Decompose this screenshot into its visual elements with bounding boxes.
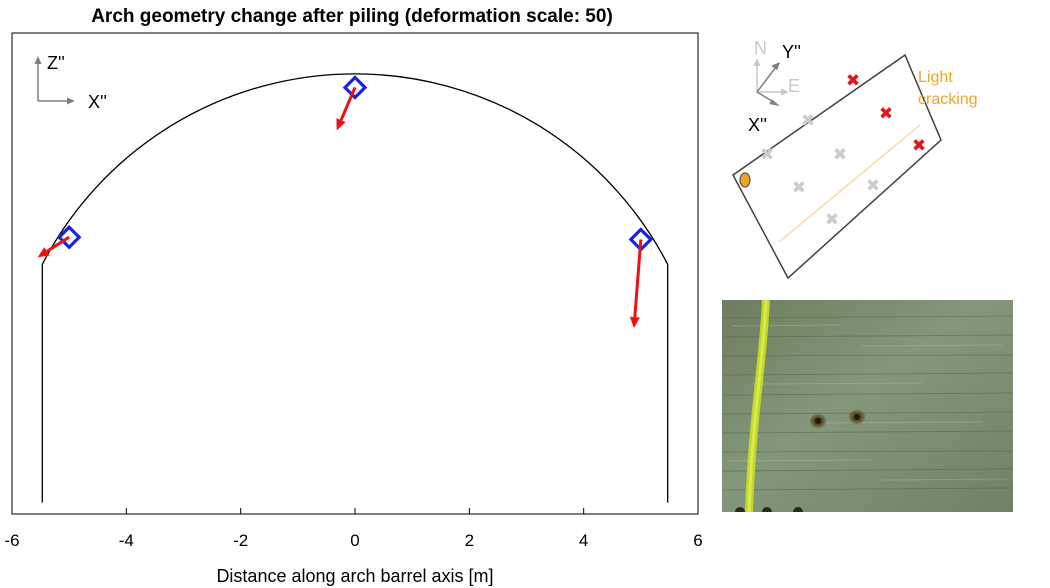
north-arrow-icon — [753, 58, 761, 66]
inactive-target-marker: ✖ — [866, 176, 880, 195]
x-axis: -6 -4 -2 0 2 4 6 — [4, 508, 703, 550]
fixing-hole — [793, 507, 803, 512]
inactive-target-marker: ✖ — [792, 178, 806, 197]
chart-title: Arch geometry change after piling (defor… — [91, 6, 613, 27]
local-axes: Y'' X'' — [748, 42, 801, 135]
crack-line — [778, 124, 921, 243]
displacement-arrow-line — [633, 239, 643, 318]
active-target-marker: ✖ — [879, 104, 893, 123]
monitoring-point-marker — [56, 224, 82, 250]
inactive-target-marker: ✖ — [801, 111, 815, 130]
plan-view-inset: ✖ ✖ ✖ ✖ ✖ ✖ ✖ ✖ ✖ N E Y'' X'' Light crac… — [732, 38, 978, 280]
compass-east-label: E — [788, 76, 800, 96]
x-tick-label: 2 — [465, 531, 474, 550]
drill-hole — [815, 418, 821, 424]
y-axis-arrow-line — [756, 66, 777, 93]
x-tick-label: 4 — [579, 531, 588, 550]
inactive-target-marker: ✖ — [760, 145, 774, 164]
displacement-arrow-line — [46, 235, 70, 253]
plan-outline — [732, 53, 942, 280]
monitoring-point-marker — [342, 75, 368, 100]
axes-indicator: Z'' X'' — [34, 53, 107, 112]
z-axis-arrowhead-icon — [34, 56, 42, 64]
displacement-arrowhead-icon — [37, 247, 50, 258]
x-axis-local-arrowhead-icon — [769, 99, 780, 106]
x-tick-label: 6 — [693, 531, 702, 550]
plot-frame — [11, 32, 699, 515]
arch-layer — [41, 73, 669, 503]
displacement-arrowhead-icon — [629, 316, 640, 329]
inactive-markers: ✖ ✖ ✖ ✖ ✖ ✖ — [760, 111, 880, 229]
active-target-marker: ✖ — [846, 71, 860, 90]
crack-label-line2: cracking — [918, 91, 978, 108]
arch-profile-line — [41, 73, 669, 503]
drill-hole — [854, 414, 860, 420]
x-tick-label: 0 — [350, 531, 359, 550]
x-axis-local-label: X'' — [748, 115, 767, 135]
displacement-arrow-line — [339, 86, 357, 121]
x-tick-label: -6 — [4, 531, 19, 550]
y-axis-local-label: Y'' — [782, 42, 801, 62]
x-tick-label: -2 — [233, 531, 248, 550]
active-markers: ✖ ✖ ✖ — [846, 71, 926, 155]
x-axis-label: Distance along arch barrel axis [m] — [216, 566, 493, 586]
x-axis-arrowhead-icon — [67, 97, 75, 105]
east-arrow-icon — [781, 88, 789, 96]
compass: N E — [753, 38, 800, 96]
compass-north-label: N — [754, 38, 767, 58]
z-axis-indicator-label: Z'' — [47, 53, 65, 73]
x-tick-label: -4 — [119, 531, 134, 550]
formwork-lines — [722, 315, 1013, 491]
fixing-hole — [762, 507, 772, 512]
inactive-target-marker: ✖ — [833, 145, 847, 164]
crack-label-line1: Light — [918, 69, 953, 86]
active-target-marker: ✖ — [912, 136, 926, 155]
deformation-chart: Arch geometry change after piling (defor… — [4, 6, 703, 586]
surface-highlights — [726, 324, 1008, 481]
reference-point-marker — [739, 172, 751, 188]
y-axis-arrowhead-icon — [771, 62, 780, 71]
x-axis-indicator-label: X'' — [88, 92, 107, 112]
inactive-target-marker: ✖ — [825, 210, 839, 229]
monitoring-points — [37, 75, 654, 329]
concrete-surface-photo — [722, 300, 1013, 512]
fixing-hole — [735, 507, 745, 512]
displacement-arrowhead-icon — [336, 118, 346, 131]
crack-marking-highlight — [747, 300, 768, 512]
